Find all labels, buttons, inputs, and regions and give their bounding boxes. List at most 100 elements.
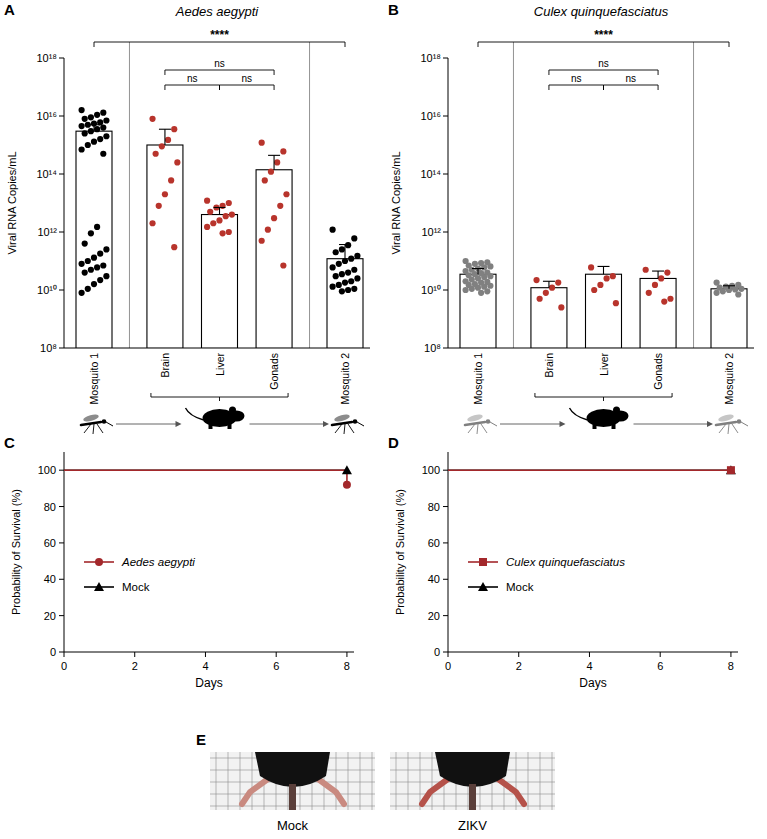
marker-square: [727, 466, 735, 474]
y-tick-label: 40: [44, 573, 56, 585]
x-tick: [205, 652, 206, 657]
data-point: [268, 169, 274, 175]
mosquito-leg: [344, 424, 345, 434]
legend-label: Aedes aegypti: [121, 556, 195, 568]
data-point: [274, 159, 280, 165]
marker-circle: [343, 481, 351, 489]
mosquito-wing: [467, 413, 484, 423]
y-tick: [59, 542, 64, 543]
significance-bracket: [165, 85, 220, 90]
y-tick: [59, 116, 64, 117]
data-point: [345, 242, 351, 248]
data-point: [478, 290, 484, 296]
x-tick-label: 4: [202, 660, 208, 672]
y-tick: [59, 615, 64, 616]
x-tick-label: 8: [728, 660, 734, 672]
data-point: [487, 283, 493, 289]
data-point: [223, 213, 229, 219]
error-bar: [652, 271, 664, 278]
mosquito-wing: [718, 413, 735, 423]
arrow-line: [634, 424, 709, 425]
significance-bracket: [94, 42, 345, 47]
photo-label: Mock: [277, 818, 309, 833]
transmission-icons: [465, 393, 748, 434]
bar: [640, 278, 676, 348]
data-point: [604, 275, 610, 281]
data-point: [351, 267, 357, 273]
arrow-head: [176, 421, 182, 427]
panel-0: AAedes aegypti10⁸10¹⁰10¹²10¹⁴10¹⁶10¹⁸Vir…: [4, 1, 370, 434]
data-point: [85, 286, 91, 292]
data-point: [342, 258, 348, 264]
data-point: [91, 281, 97, 287]
bar: [147, 145, 183, 348]
data-point: [262, 177, 268, 183]
panel-2: C02040608010002468DaysProbability of Sur…: [4, 434, 354, 690]
data-point: [735, 291, 741, 297]
arrow-line: [500, 424, 561, 425]
data-point: [85, 258, 91, 264]
photo-grid: [432, 752, 433, 810]
mosquito-proboscis: [741, 422, 748, 426]
data-point: [336, 261, 342, 267]
data-point: [171, 244, 177, 250]
mosquito-leg: [84, 424, 91, 433]
y-tick: [443, 579, 448, 580]
x-tick: [64, 652, 65, 657]
data-point: [330, 284, 336, 290]
x-tick: [448, 652, 449, 657]
y-axis-title: Probability of Survival (%): [10, 489, 22, 615]
error-bar: [159, 129, 171, 145]
error-bar-cap: [598, 266, 610, 267]
data-point: [94, 112, 100, 118]
panel-title: Culex quinquefasciatus: [534, 4, 669, 19]
y-tick-label: 60: [428, 537, 440, 549]
mouse-leg: [209, 424, 213, 429]
photo-grid: [540, 752, 541, 810]
panel-letter: B: [388, 1, 399, 18]
significance-label: ns: [187, 73, 198, 84]
bar: [327, 259, 363, 348]
data-point: [100, 151, 106, 157]
x-axis-title: Days: [195, 676, 222, 690]
data-point: [165, 137, 171, 143]
figure: AAedes aegypti10⁸10¹⁰10¹²10¹⁴10¹⁶10¹⁸Vir…: [0, 0, 767, 839]
data-point: [543, 290, 549, 296]
mosquito-head: [737, 419, 742, 424]
y-tick-label: 10¹⁸: [36, 52, 57, 64]
y-tick-label: 40: [428, 573, 440, 585]
data-point: [159, 143, 165, 149]
significance-bracket: [165, 70, 274, 75]
mosquito-leg: [93, 424, 94, 434]
x-axis: [64, 652, 354, 653]
error-bar-stem: [344, 245, 345, 259]
y-tick-label: 10¹⁶: [421, 110, 441, 122]
data-point: [469, 286, 475, 292]
category-label: Mosquito 1: [472, 353, 484, 405]
data-point: [226, 229, 232, 235]
data-point: [558, 304, 564, 310]
y-tick-label: 10¹²: [421, 226, 441, 238]
data-point: [463, 287, 469, 293]
data-point: [174, 159, 180, 165]
y-tick-label: 10¹⁴: [420, 168, 441, 180]
x-tick-label: 6: [273, 660, 279, 672]
data-point: [351, 286, 357, 292]
arrow-line: [116, 424, 177, 425]
category-label: Brain: [159, 353, 171, 378]
data-point: [88, 267, 94, 273]
data-point: [171, 126, 177, 132]
x-tick-label: 2: [132, 660, 138, 672]
arrow-head: [323, 421, 329, 427]
error-bar: [723, 286, 735, 289]
y-axis: [64, 58, 65, 348]
data-point: [229, 211, 235, 217]
data-point: [156, 203, 162, 209]
data-point: [88, 230, 94, 236]
data-point: [738, 286, 744, 292]
y-tick: [443, 470, 448, 471]
data-point: [226, 200, 232, 206]
data-point: [91, 255, 97, 261]
mosquito-leg: [481, 424, 487, 433]
data-point: [643, 267, 649, 273]
